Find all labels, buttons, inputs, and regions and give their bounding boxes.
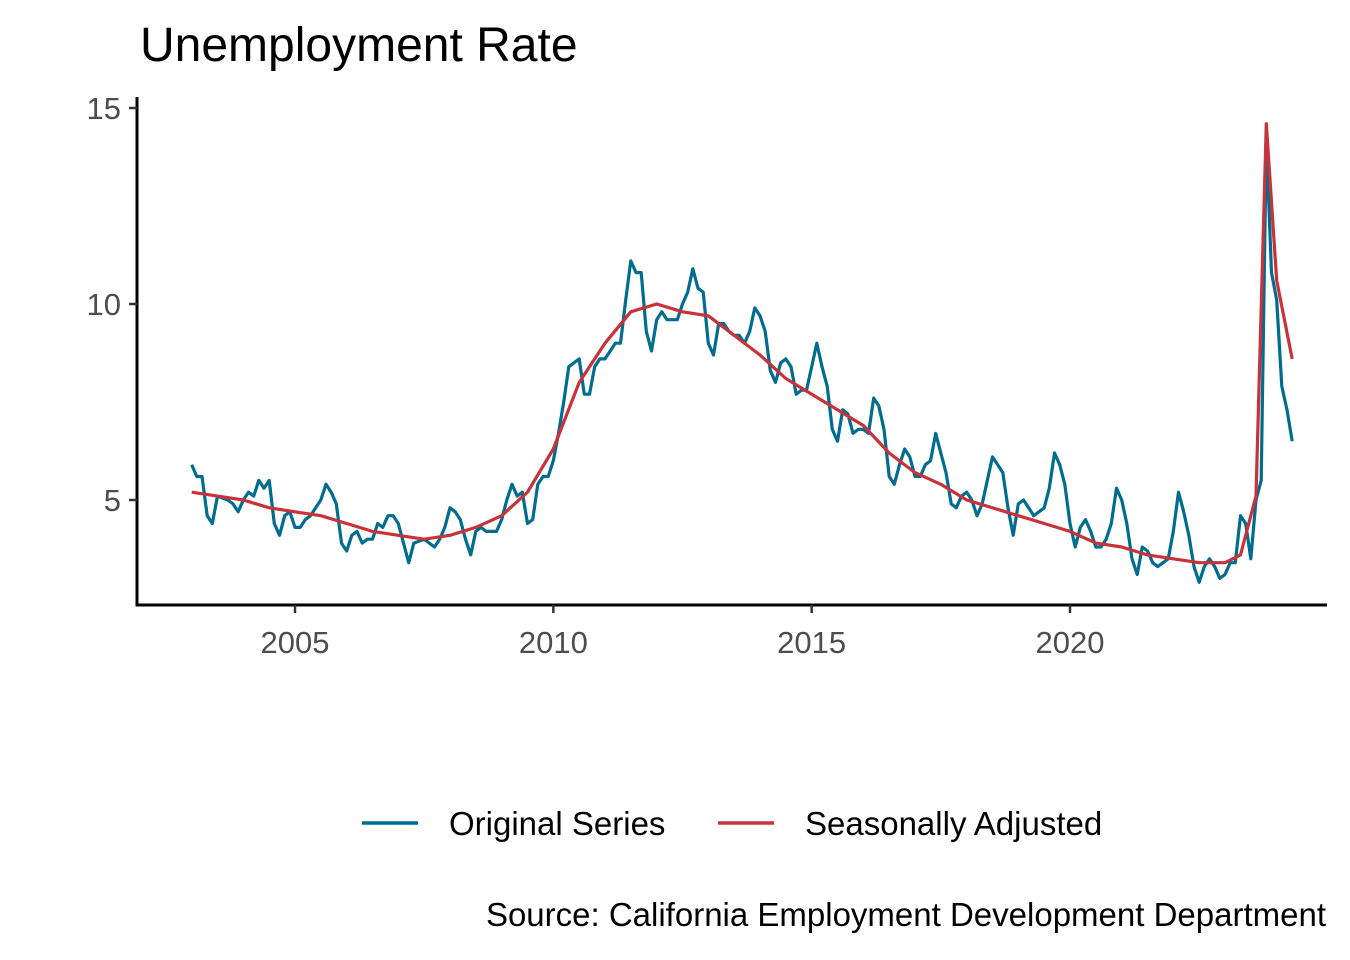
series-line-seasonally-adjusted (191, 122, 1294, 565)
legend-label-seasonally-adjusted: Seasonally Adjusted (805, 805, 1102, 842)
y-tick-label: 15 (87, 91, 121, 126)
x-tick-label: 2005 (261, 625, 330, 660)
x-tick-label: 2015 (777, 625, 846, 660)
chart-caption: Source: California Employment Developmen… (485, 896, 1326, 933)
y-tick-label: 5 (104, 483, 121, 518)
x-tick-label: 2020 (1036, 625, 1105, 660)
legend-label-original: Original Series (449, 805, 665, 842)
x-tick-label: 2010 (519, 625, 588, 660)
chart-title: Unemployment Rate (140, 19, 578, 72)
y-tick-label: 10 (87, 287, 121, 322)
legend: Original Series Seasonally Adjusted (362, 805, 1102, 842)
series-lines (190, 122, 1294, 584)
axes: 5 10 15 2005 2010 2015 2020 (87, 91, 1327, 660)
series-line-original (190, 137, 1294, 584)
